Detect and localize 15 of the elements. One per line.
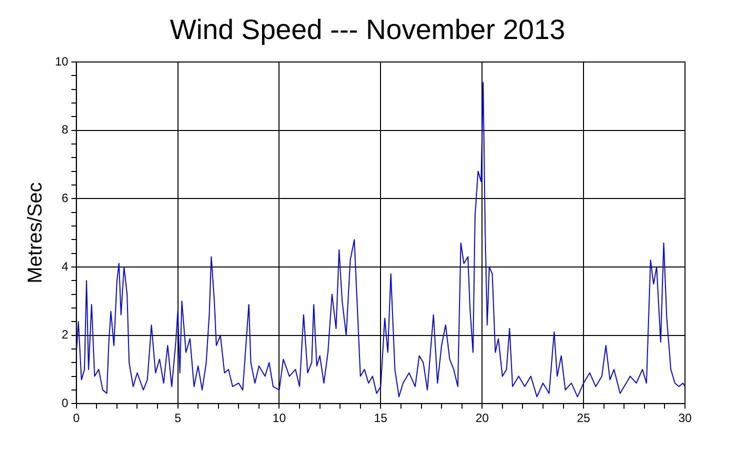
y-tick-label: 4 <box>62 259 69 274</box>
x-tick-label: 30 <box>678 411 692 426</box>
x-tick-label: 25 <box>576 411 591 426</box>
x-tick-label: 20 <box>475 411 490 426</box>
y-tick-label: 6 <box>62 190 69 205</box>
x-tick-label: 15 <box>374 411 388 426</box>
x-tick-label: 0 <box>73 411 80 426</box>
y-axis-title: Metres/Sec <box>24 182 47 284</box>
y-tick-label: 0 <box>62 396 69 410</box>
y-tick-label: 8 <box>62 122 69 137</box>
chart-title: Wind Speed --- November 2013 <box>168 14 566 46</box>
x-tick-label: 5 <box>174 411 182 426</box>
y-tick-label: 10 <box>54 54 69 68</box>
x-tick-label: 10 <box>272 411 286 426</box>
y-tick-label: 2 <box>62 328 69 342</box>
